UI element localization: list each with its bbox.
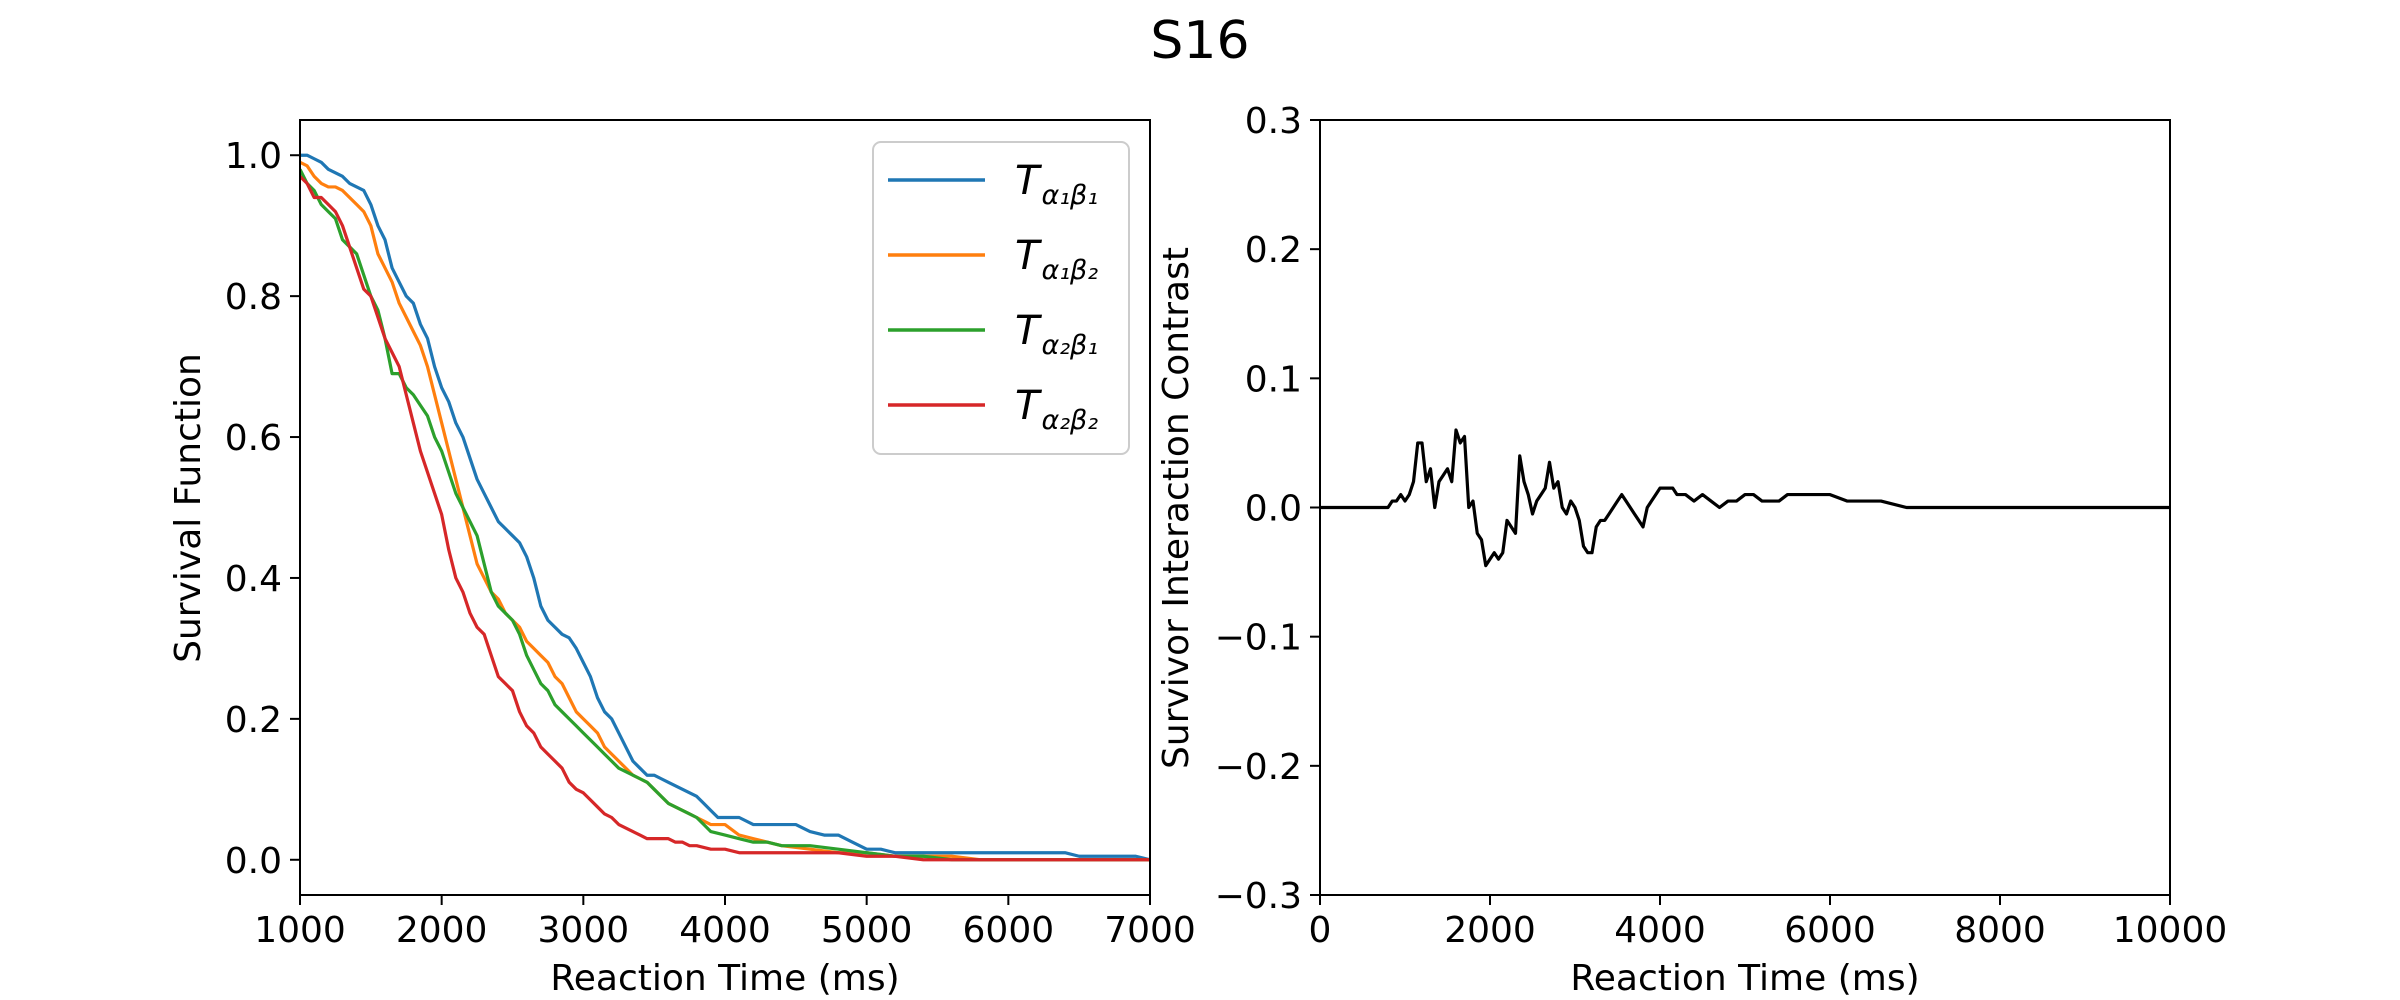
sic-x-tick-label: 6000 <box>1784 910 1876 951</box>
sic-x-tick-label: 4000 <box>1614 910 1706 951</box>
survival-function-panel: 1000 2000 3000 4000 5000 6000 7000 0.00.20.40.… <box>168 119 1196 999</box>
sic-series-line-1 <box>1320 428 2170 568</box>
survival-x-ticks: 1000 2000 3000 4000 5000 6000 7000 <box>254 895 1196 951</box>
sic-x-tick-label: 10000 <box>2113 910 2228 951</box>
survival-x-tick-label: 4000 <box>679 910 771 951</box>
sic-x-tick-label: 8000 <box>1954 910 2046 951</box>
sic-y-tick-label: 0.1 <box>1245 359 1302 400</box>
survival-y-ticks: 0.0 0.2 0.4 0.6 0.8 1.0 <box>225 136 300 882</box>
survival-y-axis-label: Survival Function <box>168 353 209 663</box>
survival-x-tick-label: 7000 <box>1104 910 1196 951</box>
sic-y-tick-label: 0.0 <box>1245 489 1302 530</box>
figure-title: S16 <box>1150 11 1249 71</box>
sic-y-axis-label: Survivor Interaction Contrast <box>1156 247 1197 769</box>
sic-y-ticks: −0.3 −0.2 −0.1 0.0 0.1 0.2 0.3 <box>1215 101 1320 917</box>
survival-y-tick-label: 0.4 <box>225 559 282 600</box>
survival-series-line-4 <box>300 175 1150 862</box>
survival-y-tick-label: 1.0 <box>225 136 282 177</box>
survival-series-line-1 <box>300 153 1150 862</box>
survival-series-line-2 <box>300 160 1150 862</box>
sic-y-tick-label: 0.2 <box>1245 230 1302 271</box>
survival-y-tick-label: 0.6 <box>225 418 282 459</box>
sic-series-group <box>1320 428 2170 568</box>
sic-y-tick-label: −0.1 <box>1215 618 1302 659</box>
sic-y-tick-label: 0.3 <box>1245 101 1302 142</box>
survival-x-tick-label: 1000 <box>254 910 346 951</box>
survival-x-axis-label: Reaction Time (ms) <box>550 958 899 999</box>
sic-x-tick-label: 0 <box>1309 910 1332 951</box>
survival-y-tick-label: 0.2 <box>225 700 282 741</box>
sic-y-tick-label: −0.3 <box>1215 876 1302 917</box>
survival-series-group <box>300 153 1150 862</box>
survival-y-tick-label: 0.8 <box>225 277 282 318</box>
sic-x-tick-label: 2000 <box>1444 910 1536 951</box>
sic-x-ticks: 0 2000 4000 6000 8000 10000 <box>1309 895 2228 951</box>
sic-x-axis-label: Reaction Time (ms) <box>1570 958 1919 999</box>
survival-x-tick-label: 5000 <box>821 910 913 951</box>
legend-box <box>872 141 1130 455</box>
sic-y-tick-label: −0.2 <box>1215 747 1302 788</box>
sic-panel: 0 2000 4000 6000 8000 10000 −0.3 −0.2 −0.1 0.0 0.… <box>1156 101 2227 999</box>
survival-x-tick-label: 6000 <box>963 910 1055 951</box>
survival-y-tick-label: 0.0 <box>225 841 282 882</box>
survival-x-tick-label: 3000 <box>538 910 630 951</box>
survival-x-tick-label: 2000 <box>396 910 488 951</box>
